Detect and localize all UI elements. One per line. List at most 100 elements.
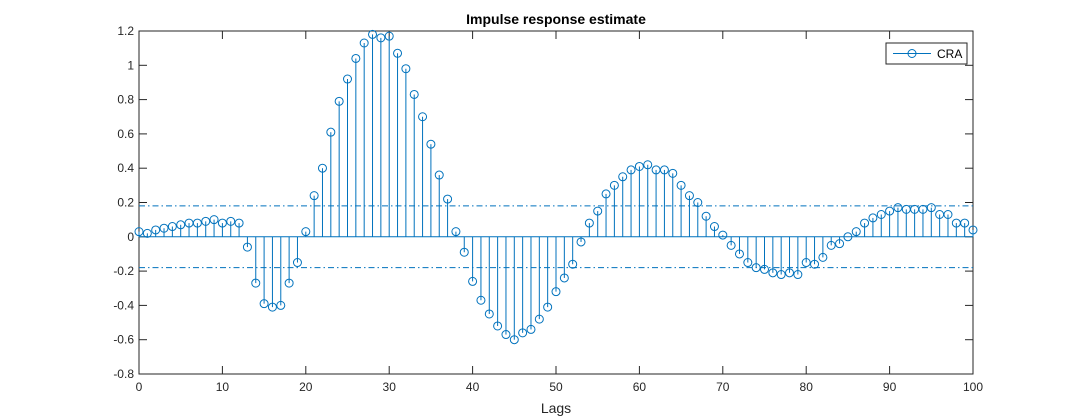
stem-marker xyxy=(326,127,336,137)
stem-marker xyxy=(443,194,453,204)
chart-title: Impulse response estimate xyxy=(466,11,646,27)
stem-marker xyxy=(918,204,928,214)
stem-marker xyxy=(593,206,603,216)
stem-marker xyxy=(893,203,903,213)
stem-marker xyxy=(518,328,528,338)
stem-marker xyxy=(451,227,461,237)
stem-marker xyxy=(826,240,836,250)
stem-marker xyxy=(693,198,703,207)
stem-marker xyxy=(676,180,686,190)
stem-marker xyxy=(885,206,895,216)
stem-marker xyxy=(292,258,302,268)
stem-marker xyxy=(726,240,736,250)
stem-marker xyxy=(526,324,536,334)
stem-marker xyxy=(576,237,586,247)
stem-marker xyxy=(476,295,486,305)
x-tick-label: 60 xyxy=(633,380,647,394)
stem-marker xyxy=(701,211,711,221)
legend-entry-cra: CRA xyxy=(937,47,962,61)
stem-marker xyxy=(384,31,394,41)
stem-marker xyxy=(876,210,886,220)
stem-marker xyxy=(226,216,236,226)
stem-marker xyxy=(776,270,786,280)
stem-marker xyxy=(843,232,853,242)
stem-marker xyxy=(418,112,428,122)
stem-marker xyxy=(468,276,478,286)
stem-marker xyxy=(634,161,644,171)
stem-marker xyxy=(751,263,761,273)
stem-marker xyxy=(493,321,503,331)
stem-marker xyxy=(534,314,544,324)
stem-marker xyxy=(343,74,352,84)
stem-marker xyxy=(142,228,152,238)
stem-marker xyxy=(501,330,511,340)
stem-marker xyxy=(459,247,469,257)
x-tick-label: 30 xyxy=(383,380,397,394)
stem-marker xyxy=(718,230,728,240)
stem-marker xyxy=(868,213,878,223)
stem-marker xyxy=(317,163,327,173)
stem-marker xyxy=(818,252,828,262)
stem-marker xyxy=(509,335,519,345)
stem-marker xyxy=(192,218,202,228)
stem-marker xyxy=(768,268,778,278)
y-tick-label: 0.6 xyxy=(117,127,134,141)
stem-marker xyxy=(659,165,669,175)
legend: CRA xyxy=(885,42,968,65)
y-tick-label: -0.8 xyxy=(113,367,134,381)
stem-marker xyxy=(201,216,211,226)
x-tick-label: 90 xyxy=(883,380,897,394)
stem-marker xyxy=(426,139,436,149)
stem-marker xyxy=(134,227,144,237)
stem-marker xyxy=(217,218,227,228)
stem-marker xyxy=(167,222,177,232)
stem-marker xyxy=(968,225,978,235)
stem-marker xyxy=(601,189,611,199)
stem-marker xyxy=(618,172,628,182)
stem-marker xyxy=(943,210,953,220)
stem-marker xyxy=(551,287,561,297)
y-tick-label: -0.2 xyxy=(113,264,134,278)
stem-marker xyxy=(810,259,820,269)
stem-marker xyxy=(860,218,870,228)
stem-marker xyxy=(626,165,636,175)
y-tick-label: 1 xyxy=(127,58,134,72)
stem-marker xyxy=(251,278,261,288)
stem-marker xyxy=(151,225,161,235)
stem-marker xyxy=(301,227,311,237)
y-tick-label: 0.8 xyxy=(117,93,134,107)
stem-marker xyxy=(259,299,269,309)
stem-marker xyxy=(276,300,286,310)
stem-marker xyxy=(234,218,244,228)
legend-marker-sample xyxy=(907,49,917,58)
stem-marker xyxy=(267,302,277,312)
y-tick-label: -0.6 xyxy=(113,333,134,347)
y-tick-label: 0.2 xyxy=(117,196,134,210)
stem-marker xyxy=(851,227,861,237)
stem-marker xyxy=(668,168,678,178)
stem-marker xyxy=(568,259,578,269)
plot-area xyxy=(138,30,974,375)
y-tick-label: 0.4 xyxy=(117,161,134,175)
stem-marker xyxy=(434,170,444,180)
x-tick-label: 20 xyxy=(299,380,313,394)
stem-marker xyxy=(242,242,252,252)
x-tick-label: 10 xyxy=(216,380,230,394)
stem-marker xyxy=(960,218,970,228)
y-tick-label: 1.2 xyxy=(117,24,134,38)
stem-marker xyxy=(926,203,936,213)
stem-marker xyxy=(543,302,553,312)
stem-marker xyxy=(835,239,845,249)
x-tick-label: 100 xyxy=(963,380,983,394)
stem-marker xyxy=(484,309,494,319)
stem-marker xyxy=(176,220,186,230)
y-tick-label: -0.4 xyxy=(113,298,134,312)
x-tick-label: 40 xyxy=(466,380,480,394)
stem-marker xyxy=(584,218,594,228)
stem-marker xyxy=(743,258,753,268)
stem-marker xyxy=(793,270,803,280)
stem-marker xyxy=(801,258,811,268)
x-tick-label: 0 xyxy=(136,380,143,394)
stem-marker xyxy=(785,268,795,278)
